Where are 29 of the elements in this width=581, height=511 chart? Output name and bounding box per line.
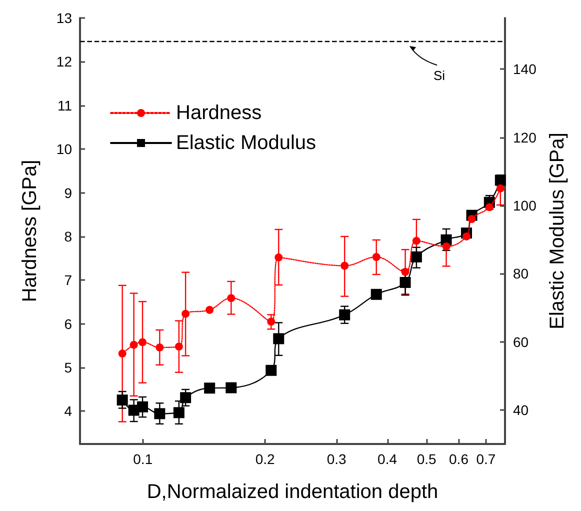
legend-label: Hardness xyxy=(176,102,262,124)
x-tick-label: 0.1 xyxy=(133,451,153,467)
y-tick-label: 8 xyxy=(64,228,72,244)
y-tick-label: 10 xyxy=(56,141,72,158)
y2-tick-label: 80 xyxy=(513,266,529,282)
y2-tick-label: 60 xyxy=(513,334,529,350)
x-tick-label: 0.2 xyxy=(255,451,276,467)
y2-tick-label: 120 xyxy=(513,129,537,146)
x-tick-label: 0.6 xyxy=(449,451,469,467)
x-tick-label: 0.4 xyxy=(378,451,398,467)
y-tick-label: 11 xyxy=(57,97,72,114)
y-axis-title: Hardness [GPa] xyxy=(19,160,41,302)
y2-tick-label: 100 xyxy=(513,197,537,214)
y2-axis-title: Elastic Modulus [GPa] xyxy=(546,132,568,330)
y-tick-label: 6 xyxy=(64,316,72,332)
legend-label: Elastic Modulus xyxy=(176,132,316,154)
y-tick-label: 12 xyxy=(56,54,72,70)
y-tick-label: 7 xyxy=(64,272,72,288)
x-tick-label: 0.3 xyxy=(326,451,346,467)
y-tick-label: 4 xyxy=(64,403,72,420)
y-tick-label: 5 xyxy=(64,360,72,376)
y2-tick-label: 140 xyxy=(513,61,537,78)
x-tick-label: 0.7 xyxy=(476,451,496,467)
ref-line-label: Si xyxy=(433,68,446,84)
y2-tick-label: 40 xyxy=(513,402,529,418)
x-axis-title: D,Normalaized indentation depth xyxy=(146,481,438,503)
y-tick-label: 9 xyxy=(64,184,72,201)
y-tick-label: 13 xyxy=(56,10,72,26)
x-tick-label: 0.5 xyxy=(416,451,437,467)
